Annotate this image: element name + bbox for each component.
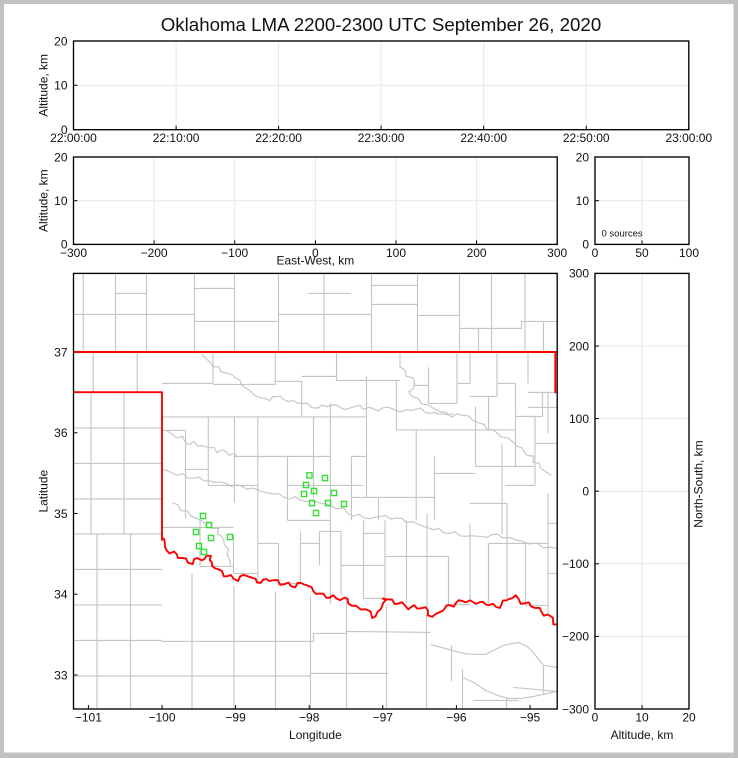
svg-text:22:50:00: 22:50:00 bbox=[563, 131, 610, 145]
svg-text:33: 33 bbox=[54, 668, 68, 682]
svg-text:−100: −100 bbox=[221, 246, 248, 260]
svg-text:−97: −97 bbox=[373, 710, 394, 724]
svg-text:200: 200 bbox=[467, 246, 487, 260]
svg-text:20: 20 bbox=[54, 150, 68, 164]
svg-text:Altitude, km: Altitude, km bbox=[37, 54, 51, 117]
svg-text:0: 0 bbox=[582, 238, 589, 252]
svg-text:100: 100 bbox=[386, 246, 406, 260]
svg-text:Oklahoma LMA 2200-2300 UTC Sep: Oklahoma LMA 2200-2300 UTC September 26,… bbox=[161, 14, 601, 35]
svg-text:0: 0 bbox=[592, 710, 599, 724]
svg-text:−300: −300 bbox=[562, 702, 589, 716]
svg-text:−200: −200 bbox=[562, 630, 589, 644]
svg-text:0: 0 bbox=[61, 123, 68, 137]
svg-text:35: 35 bbox=[54, 507, 68, 521]
svg-text:100: 100 bbox=[569, 412, 589, 426]
svg-text:0 sources: 0 sources bbox=[602, 229, 643, 240]
svg-text:−96: −96 bbox=[446, 710, 467, 724]
svg-text:10: 10 bbox=[576, 194, 590, 208]
svg-text:36: 36 bbox=[54, 426, 68, 440]
svg-text:−100: −100 bbox=[148, 710, 175, 724]
svg-text:0: 0 bbox=[592, 246, 599, 260]
svg-text:22:30:00: 22:30:00 bbox=[358, 131, 405, 145]
svg-text:Altitude, km: Altitude, km bbox=[611, 728, 674, 742]
svg-text:0: 0 bbox=[312, 246, 319, 260]
svg-text:20: 20 bbox=[576, 150, 590, 164]
svg-text:Longitude: Longitude bbox=[289, 728, 342, 742]
svg-text:300: 300 bbox=[547, 246, 567, 260]
svg-text:34: 34 bbox=[54, 588, 68, 602]
svg-text:North-South, km: North-South, km bbox=[692, 440, 706, 527]
svg-text:−98: −98 bbox=[299, 710, 320, 724]
svg-text:East-West, km: East-West, km bbox=[277, 254, 355, 268]
svg-text:−95: −95 bbox=[520, 710, 541, 724]
svg-text:Latitude: Latitude bbox=[37, 470, 51, 513]
svg-text:50: 50 bbox=[635, 246, 649, 260]
svg-text:0: 0 bbox=[582, 485, 589, 499]
svg-text:300: 300 bbox=[569, 267, 589, 281]
svg-text:23:00:00: 23:00:00 bbox=[665, 131, 712, 145]
svg-text:10: 10 bbox=[54, 194, 68, 208]
svg-text:37: 37 bbox=[54, 345, 68, 359]
svg-text:22:10:00: 22:10:00 bbox=[153, 131, 200, 145]
svg-text:20: 20 bbox=[54, 34, 68, 48]
svg-text:100: 100 bbox=[679, 246, 699, 260]
svg-text:200: 200 bbox=[569, 339, 589, 353]
svg-text:10: 10 bbox=[54, 79, 68, 93]
svg-text:10: 10 bbox=[635, 710, 649, 724]
svg-text:−101: −101 bbox=[75, 710, 102, 724]
svg-text:−300: −300 bbox=[60, 246, 87, 260]
svg-text:−99: −99 bbox=[225, 710, 246, 724]
svg-text:22:00:00: 22:00:00 bbox=[50, 131, 97, 145]
svg-text:Altitude, km: Altitude, km bbox=[37, 169, 51, 232]
svg-text:22:20:00: 22:20:00 bbox=[255, 131, 302, 145]
svg-text:−100: −100 bbox=[562, 557, 589, 571]
svg-text:22:40:00: 22:40:00 bbox=[460, 131, 507, 145]
svg-text:0: 0 bbox=[61, 238, 68, 252]
svg-text:20: 20 bbox=[682, 710, 696, 724]
svg-text:−200: −200 bbox=[141, 246, 168, 260]
